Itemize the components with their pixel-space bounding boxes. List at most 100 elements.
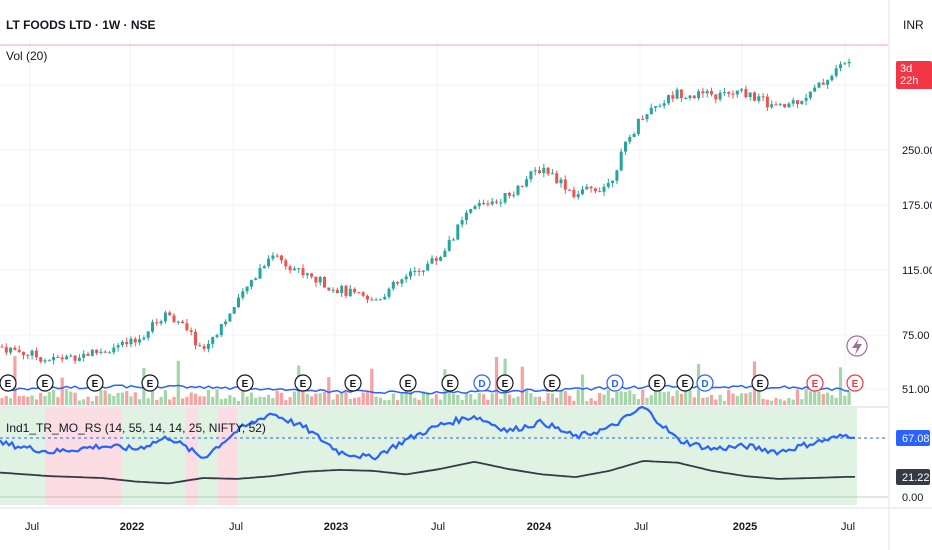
volume-bar [241, 390, 245, 405]
candle-body [409, 271, 412, 277]
time-tick-label: Jul [431, 521, 445, 533]
earnings-marker[interactable]: E [751, 374, 769, 392]
volume-bar [172, 396, 176, 405]
currency-label[interactable]: INR [903, 18, 924, 32]
candle-body [598, 191, 602, 193]
earnings-marker[interactable]: E [846, 374, 864, 392]
candle-body [26, 354, 30, 356]
earnings-marker[interactable]: E [294, 374, 312, 392]
earnings-marker[interactable]: E [36, 374, 54, 392]
candle-body [503, 193, 507, 203]
volume-bar [688, 389, 692, 405]
volume-bar [353, 398, 357, 405]
earnings-marker[interactable]: E [0, 374, 17, 392]
volume-bar [224, 398, 228, 405]
candle-body [258, 268, 262, 279]
event-marker-label: E [242, 379, 249, 390]
candle-body [383, 296, 387, 300]
candle-body [176, 321, 180, 323]
volume-bar [82, 399, 86, 405]
volume-bar [675, 390, 679, 405]
earnings-marker[interactable]: E [496, 374, 514, 392]
candle-body [95, 349, 99, 353]
indicator-background [0, 406, 888, 505]
earnings-marker[interactable]: E [806, 374, 824, 392]
event-marker-label: E [5, 379, 12, 390]
symbol-title[interactable]: LT FOODS LTD · 1W · NSE [6, 18, 156, 32]
volume-bar [632, 394, 636, 405]
volume-bar [666, 391, 671, 405]
event-marker-label: E [92, 379, 99, 390]
indicator-label[interactable]: Ind1_TR_MO_RS (14, 55, 14, 14, 25, NIFTY… [6, 421, 266, 435]
volume-bar [176, 360, 180, 405]
volume-bar [202, 396, 206, 405]
candle-body [344, 285, 348, 296]
earnings-marker[interactable]: E [344, 374, 362, 392]
candle-body [108, 352, 111, 354]
volume-bar [73, 392, 77, 405]
volume-bar [168, 399, 172, 405]
earnings-marker[interactable]: E [676, 374, 694, 392]
volume-bar [206, 389, 210, 405]
earnings-marker[interactable]: E [86, 374, 104, 392]
candle-body [632, 134, 636, 137]
volume-bar [275, 390, 279, 405]
earnings-marker[interactable]: E [543, 374, 561, 392]
volume-bar [258, 396, 262, 405]
candle-body [4, 347, 8, 353]
candle-body [585, 186, 589, 190]
dividend-marker[interactable]: D [696, 374, 714, 392]
candle-body [658, 105, 662, 107]
dividend-marker[interactable]: D [473, 374, 491, 392]
earnings-marker[interactable]: E [141, 374, 159, 392]
volume-bar [507, 394, 511, 405]
candle-body [426, 263, 430, 271]
candle-body [133, 338, 137, 343]
time-axis[interactable]: Jul 2022 Jul 2023 Jul 2024 Jul 2025 Jul [0, 507, 932, 533]
earnings-marker[interactable]: E [399, 374, 417, 392]
candle-body [254, 278, 258, 281]
candle-body [606, 183, 610, 187]
candle-body [22, 352, 25, 355]
candle-body [619, 151, 623, 171]
time-tick-label: Jul [229, 521, 243, 533]
candle-body [39, 357, 43, 362]
volume-bar [718, 394, 722, 405]
volume-bar [314, 393, 318, 405]
volume-bar [365, 391, 370, 405]
candle-body [262, 266, 266, 269]
candle-body [47, 360, 51, 362]
zone-green [0, 408, 857, 505]
candle-body [796, 100, 799, 104]
event-marker-label: D [701, 379, 708, 390]
volume-bar [116, 392, 120, 405]
volume-bar [821, 394, 825, 405]
volume-bar [396, 400, 400, 405]
volume-label[interactable]: Vol (20) [6, 49, 48, 63]
volume-bar [322, 392, 327, 405]
candle-body [202, 346, 206, 349]
candle-body [555, 173, 559, 184]
volume-bar [804, 389, 808, 405]
earnings-marker[interactable]: E [648, 374, 666, 392]
indicator-tick-label: 21.22 [902, 472, 930, 484]
dividend-marker[interactable]: D [606, 374, 624, 392]
volume-bar [469, 394, 473, 405]
candles[interactable] [0, 58, 851, 365]
candle-body [808, 91, 812, 98]
volume-bar [232, 397, 236, 405]
volume-bar [279, 392, 284, 405]
volume-bar [568, 395, 572, 405]
candle-body [288, 266, 292, 271]
volume-bar [34, 399, 38, 405]
earnings-marker[interactable]: E [441, 374, 459, 392]
indicator-axis: 67.08 21.22 0.00 [896, 430, 930, 504]
earnings-marker[interactable]: E [236, 374, 254, 392]
lightning-icon[interactable] [846, 335, 868, 357]
candle-body [714, 94, 718, 100]
volume-bar [228, 395, 232, 405]
candle-body [542, 167, 546, 173]
